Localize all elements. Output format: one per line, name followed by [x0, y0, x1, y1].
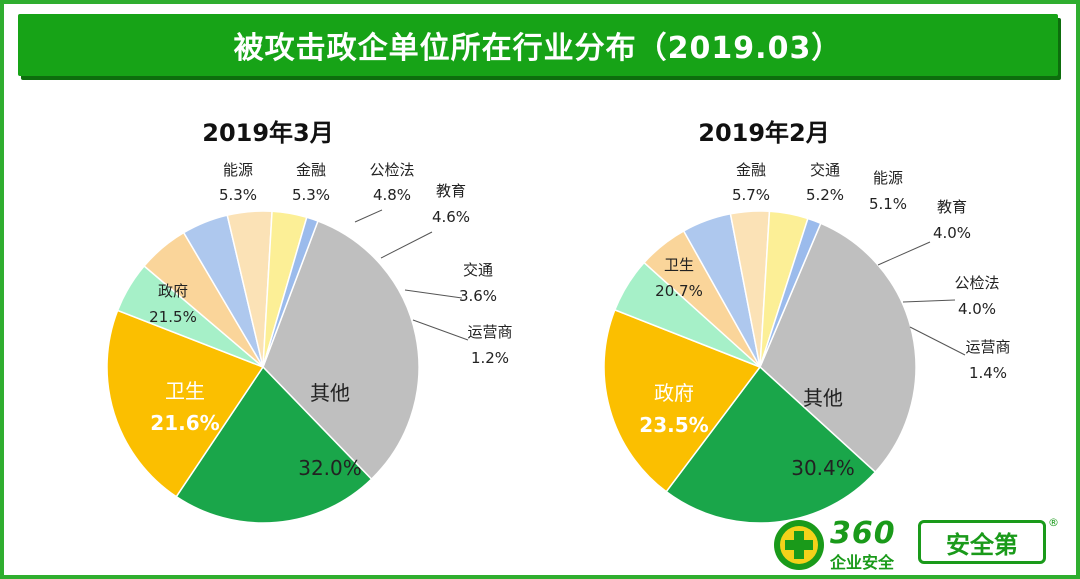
leader-line-7 — [902, 299, 956, 303]
pie-chart-february: 其他 30.4% 政府 23.5% 卫生 20.7% 金融 5.7% 交通 5.2% 能源 5.1% 教… — [603, 161, 1011, 524]
plus-circle-icon — [774, 520, 824, 570]
slice-label-1: 政府 — [654, 381, 694, 405]
pie-slice-march-8 — [262, 216, 319, 368]
slice-value-4: 5.3% — [292, 186, 330, 204]
slice-label-0: 其他 — [310, 381, 350, 405]
slice-value-7: 3.6% — [459, 287, 497, 305]
slice-value-6: 4.6% — [432, 208, 470, 226]
pie-chart-march: 其他 32.0% 卫生 21.6% 政府 21.5% 能源 5.3% 金融 5.3% 公检法 4.8%… — [106, 161, 513, 524]
slice-value-0: 30.4% — [791, 456, 855, 480]
slice-value-0: 32.0% — [298, 456, 362, 480]
slice-label-6: 教育 — [937, 198, 967, 216]
slice-value-5: 5.1% — [869, 195, 907, 213]
pie-slice-march-2 — [106, 309, 265, 498]
pie-slice-february-0 — [759, 222, 917, 474]
pie-slice-february-1 — [665, 365, 877, 524]
brand-registered-mark: ® — [1048, 516, 1059, 529]
leader-line-5 — [354, 209, 383, 223]
slice-label-6: 教育 — [436, 182, 466, 200]
slice-value-2: 21.5% — [149, 308, 197, 326]
slice-label-4: 交通 — [810, 161, 840, 179]
slice-label-4: 金融 — [296, 161, 326, 179]
leader-line-6 — [380, 231, 433, 259]
brand-number: 360 — [830, 516, 896, 551]
slice-value-3: 5.3% — [219, 186, 257, 204]
page-title: 被攻击政企单位所在行业分布（2019.03） — [18, 14, 1058, 76]
slice-label-8: 运营商 — [467, 323, 512, 341]
slice-value-7: 4.0% — [958, 300, 996, 318]
leader-line-7 — [404, 289, 463, 299]
slice-value-3: 5.7% — [732, 186, 770, 204]
brand-logo: 360 企业安全 安全第 ® — [772, 516, 1062, 574]
pie-slice-march-1 — [175, 365, 373, 524]
leader-line-8 — [412, 319, 469, 341]
slice-value-2: 20.7% — [655, 282, 703, 300]
slice-label-2: 卫生 — [664, 256, 694, 274]
slice-label-5: 公检法 — [369, 161, 414, 179]
slice-value-1: 21.6% — [150, 411, 219, 435]
chart-title-march: 2019年3月 — [202, 119, 334, 147]
brand-subtitle: 企业安全 — [830, 553, 895, 572]
pie-slice-february-2 — [603, 308, 762, 493]
slice-label-2: 政府 — [158, 282, 188, 300]
slice-value-4: 5.2% — [806, 186, 844, 204]
slice-label-7: 公检法 — [954, 274, 999, 292]
slice-value-1: 23.5% — [639, 413, 708, 437]
pie-slice-february-8 — [759, 217, 822, 368]
brand-tag: 安全第 — [918, 520, 1046, 564]
leader-line-8 — [909, 326, 966, 356]
slice-label-1: 卫生 — [165, 379, 205, 403]
pie-slice-march-0 — [262, 220, 420, 481]
chart-title-february: 2019年2月 — [698, 119, 830, 147]
leader-line-6 — [877, 241, 931, 266]
slice-label-3: 能源 — [223, 161, 253, 179]
slice-label-3: 金融 — [736, 161, 766, 179]
slice-value-8: 1.4% — [969, 364, 1007, 382]
slice-label-0: 其他 — [803, 386, 843, 410]
slice-value-6: 4.0% — [933, 224, 971, 242]
slice-value-8: 1.2% — [471, 349, 509, 367]
slice-label-5: 能源 — [873, 169, 903, 187]
slice-label-7: 交通 — [463, 261, 493, 279]
slice-value-5: 4.8% — [373, 186, 411, 204]
slice-label-8: 运营商 — [965, 338, 1010, 356]
